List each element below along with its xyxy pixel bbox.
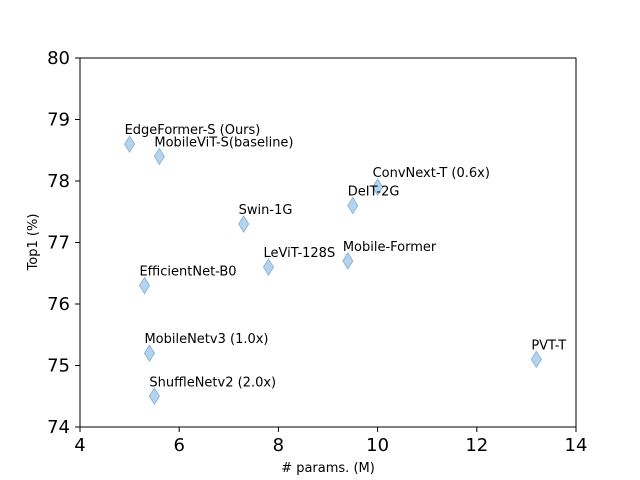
data-point-marker	[347, 196, 359, 215]
x-tick-label: 12	[465, 435, 488, 456]
data-point-label: ShuffleNetv2 (2.0x)	[149, 375, 276, 390]
y-tick-label: 75	[47, 356, 70, 377]
data-point-label: MobileViT-S(baseline)	[154, 135, 293, 150]
y-tick-label: 76	[47, 294, 70, 315]
data-point-marker	[143, 344, 156, 363]
data-point-marker	[124, 135, 136, 154]
y-axis-label: Top1 (%)	[26, 214, 41, 272]
data-point-marker	[530, 350, 542, 369]
x-tick-label: 6	[173, 435, 184, 456]
y-tick-label: 78	[47, 171, 70, 192]
y-tick-label: 74	[47, 417, 70, 438]
data-point-label: MobileNetv3 (1.0x)	[144, 332, 268, 347]
x-tick-label: 4	[74, 435, 85, 456]
data-point-marker	[372, 178, 384, 197]
x-axis-label: # params. (M)	[281, 461, 375, 476]
x-tick-label: 8	[273, 435, 284, 456]
y-tick-label: 79	[47, 110, 70, 131]
data-point-marker	[153, 147, 165, 166]
y-tick-label: 77	[47, 233, 70, 254]
data-point-marker	[342, 252, 354, 270]
data-point-marker	[148, 387, 160, 406]
x-tick-label: 10	[366, 435, 389, 456]
data-point-marker	[262, 258, 275, 277]
data-point-label: EfficientNet-B0	[139, 265, 236, 280]
data-point-label: PVT-T	[531, 338, 566, 353]
plot-area	[79, 57, 577, 428]
x-axis: 4 6 8 10 12 14	[74, 427, 587, 456]
data-point-label: LeViT-128S	[263, 246, 335, 261]
data-point-label: ConvNext-T (0.6x)	[373, 166, 490, 181]
y-axis: 74 75 76 77 78 79 80	[47, 48, 80, 438]
data-point-label: Mobile-Former	[343, 240, 437, 255]
data-point-label: EdgeFormer-S (Ours)	[125, 123, 261, 138]
data-point-marker	[238, 215, 250, 233]
data-points: EdgeFormer-S (Ours)MobileViT-S(baseline)…	[124, 123, 566, 406]
y-tick-label: 80	[47, 48, 70, 69]
data-point-marker	[138, 276, 151, 295]
data-point-label: DeIT-2G	[348, 185, 400, 200]
x-tick-label: 14	[565, 435, 588, 456]
data-point-label: Swin-1G	[239, 203, 293, 218]
